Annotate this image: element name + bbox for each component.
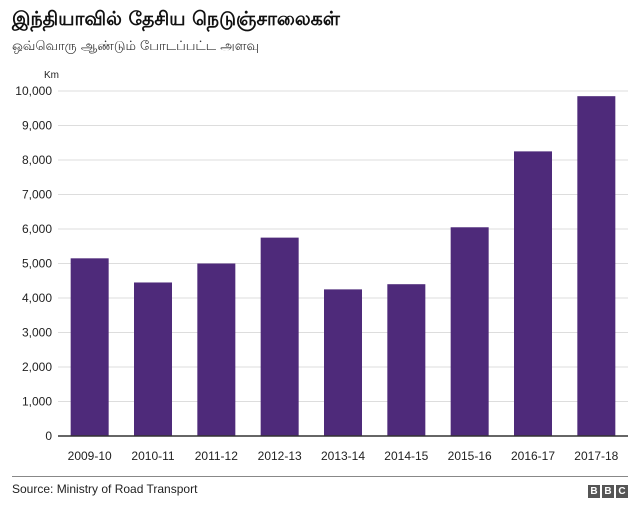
logo-letter: B <box>588 485 600 498</box>
x-tick-label: 2011-12 <box>195 449 238 463</box>
y-tick-label: 7,000 <box>22 188 52 202</box>
y-tick-label: 0 <box>45 429 52 443</box>
logo-letter: B <box>602 485 614 498</box>
x-tick-label: 2014-15 <box>384 449 428 463</box>
bar <box>387 284 426 436</box>
x-tick-label: 2016-17 <box>511 449 555 463</box>
bar <box>70 258 109 436</box>
y-tick-label: 6,000 <box>22 222 52 236</box>
bar <box>450 227 489 436</box>
logo-letter: C <box>616 485 628 498</box>
source-note: Source: Ministry of Road Transport <box>12 482 198 496</box>
y-tick-label: 9,000 <box>22 119 52 133</box>
y-tick-label: 10,000 <box>15 84 52 98</box>
footer-divider <box>12 476 628 477</box>
y-tick-label: 3,000 <box>22 326 52 340</box>
bar <box>134 282 172 436</box>
y-tick-label: 1,000 <box>22 395 52 409</box>
bar-chart: 0 1,000 2,000 3,000 4,000 5,000 6,000 7,000 8,00… <box>15 70 628 463</box>
y-tick-label: 2,000 <box>22 360 52 374</box>
y-tick-label: 8,000 <box>22 153 52 167</box>
x-tick-label: 2012-13 <box>258 449 302 463</box>
y-tick-label: 5,000 <box>22 257 52 271</box>
bar <box>577 96 616 437</box>
y-tick-label: 4,000 <box>22 291 52 305</box>
y-axis-unit-label: Km <box>44 70 59 81</box>
bar <box>260 237 299 436</box>
x-tick-label: 2009-10 <box>68 449 112 463</box>
x-tick-label: 2010-11 <box>131 449 174 463</box>
chart-title: இந்தியாவில் தேசிய நெடுஞ்சாலைகள் <box>12 8 340 30</box>
bar <box>197 263 236 436</box>
x-tick-label: 2013-14 <box>321 449 365 463</box>
bbc-logo: B B C <box>588 485 628 498</box>
bar <box>324 289 362 436</box>
x-tick-label: 2015-16 <box>448 449 492 463</box>
x-tick-label: 2017-18 <box>574 449 618 463</box>
bar <box>514 151 552 436</box>
chart-subtitle: ஒவ்வொரு ஆண்டும் போடப்பட்ட அளவு <box>12 39 259 54</box>
